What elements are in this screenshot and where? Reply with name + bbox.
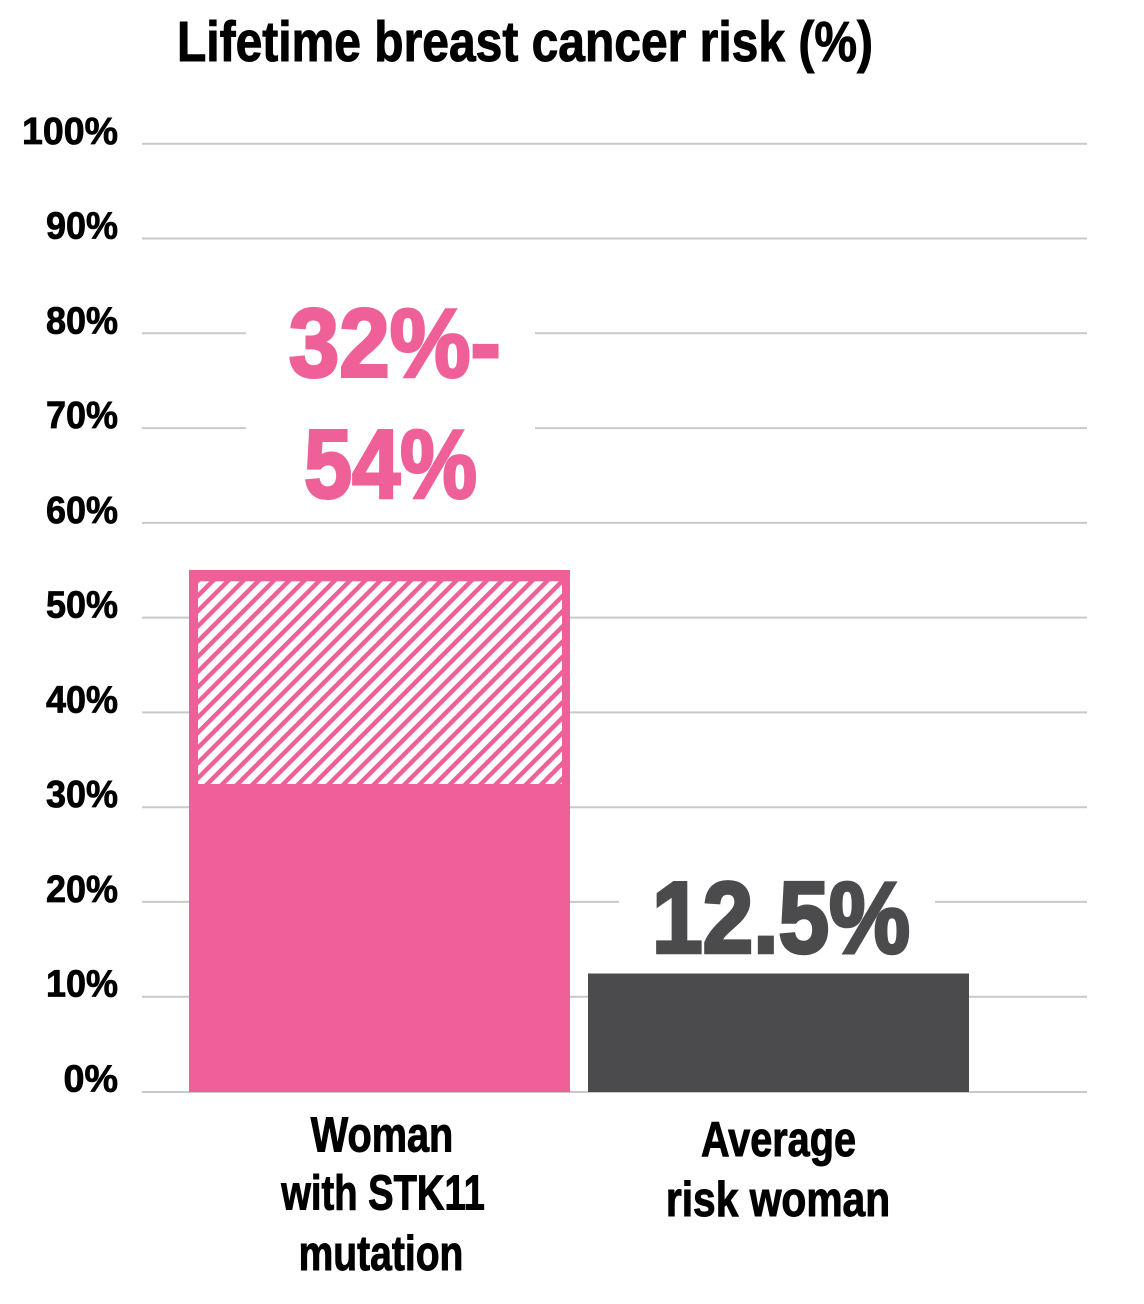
svg-text:50%: 50% [46, 585, 118, 627]
svg-text:32%-: 32%- [289, 289, 501, 398]
svg-text:Lifetime breast cancer risk (%: Lifetime breast cancer risk (%) [177, 11, 873, 74]
svg-text:70%: 70% [46, 395, 118, 437]
svg-text:12.5%: 12.5% [652, 863, 910, 975]
svg-text:80%: 80% [46, 300, 118, 342]
svg-text:54%: 54% [304, 410, 477, 519]
svg-text:100%: 100% [22, 111, 118, 153]
svg-text:risk woman: risk woman [666, 1173, 890, 1227]
svg-text:40%: 40% [46, 679, 118, 721]
svg-text:Average: Average [701, 1113, 856, 1167]
svg-text:60%: 60% [46, 490, 118, 532]
svg-text:0%: 0% [64, 1059, 119, 1101]
svg-text:90%: 90% [46, 206, 118, 248]
svg-text:30%: 30% [46, 774, 118, 816]
svg-text:10%: 10% [46, 964, 118, 1006]
svg-text:with STK11: with STK11 [280, 1167, 484, 1221]
svg-text:20%: 20% [46, 869, 118, 911]
svg-text:Woman: Woman [311, 1109, 454, 1163]
svg-text:mutation: mutation [299, 1227, 464, 1281]
